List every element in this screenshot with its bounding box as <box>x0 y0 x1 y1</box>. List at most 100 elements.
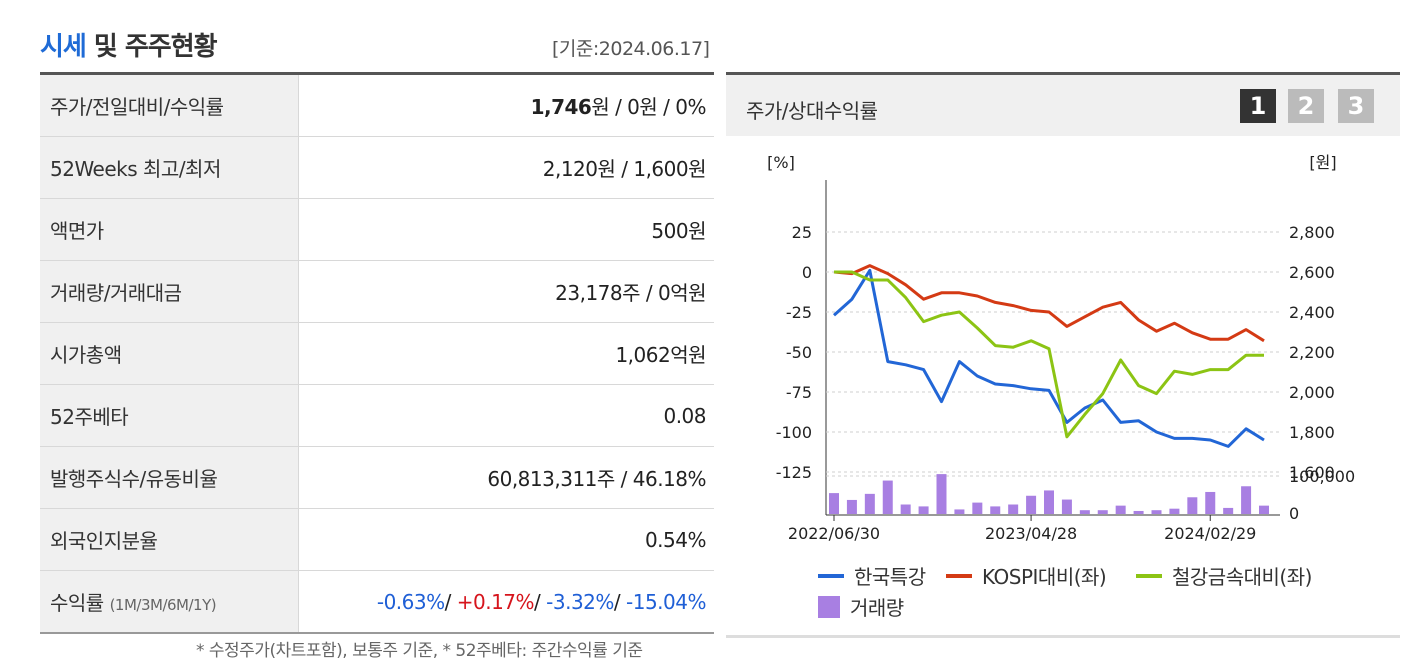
chart-tab-1-button[interactable]: 1 <box>1240 89 1276 123</box>
y-left-tick-label: -75 <box>786 383 812 402</box>
volume-bar <box>972 502 983 514</box>
chart-tab-2-button[interactable]: 2 <box>1288 89 1324 123</box>
legend-item: KOSPI대비(좌) <box>946 561 1107 590</box>
volume-bar <box>990 506 1001 514</box>
table-row: 액면가 500원 <box>40 198 714 261</box>
volume-bar <box>1097 510 1108 514</box>
return-6m: -3.32% <box>546 589 614 614</box>
return-1y: -15.04% <box>626 589 706 614</box>
legend-item: 거래량 <box>818 592 904 621</box>
table-row: 주가/전일대비/수익률 1,746원 / 0원 / 0% <box>40 73 714 137</box>
row-value: 2,120원 / 1,600원 <box>298 136 714 199</box>
volume-bar <box>864 493 875 514</box>
title-rest: 및 주주현황 <box>85 32 218 62</box>
section-title: 시세 및 주주현황 <box>40 26 218 63</box>
volume-bar <box>1115 505 1126 514</box>
price-change: 원 / 0원 / 0% <box>591 95 706 119</box>
left-unit-label: [%] <box>767 153 795 172</box>
row-label: 거래량/거래대금 <box>40 260 299 323</box>
legend-label: KOSPI대비(좌) <box>982 565 1107 589</box>
volume-bar <box>1061 499 1072 514</box>
y-right-tick-label: 1,800 <box>1289 423 1335 442</box>
volume-bar <box>1079 510 1090 514</box>
volume-bar <box>900 504 911 514</box>
volume-bar <box>1187 497 1198 514</box>
y-right-tick-label: 2,200 <box>1289 343 1335 362</box>
panel-header: 주가/상대수익률 1 2 3 <box>726 75 1400 136</box>
y-right-tick-label: 2,600 <box>1289 263 1335 282</box>
volume-bar <box>829 493 839 514</box>
return-sep: / <box>613 589 627 614</box>
right-unit-label: [원] <box>1309 153 1336 172</box>
legend-label: 거래량 <box>850 596 904 620</box>
chart-tab-3-button[interactable]: 3 <box>1338 89 1374 123</box>
y-left-tick-label: -125 <box>776 463 812 482</box>
row-label: 수익률 (1M/3M/6M/1Y) <box>40 570 299 634</box>
y-left-tick-label: 25 <box>792 223 812 242</box>
volume-bar <box>882 480 893 514</box>
return-label: 수익률 <box>50 591 104 615</box>
chart-panel: 주가/상대수익률 1 2 3 [%] [원] 25 2,800 0 2,600 -25 2,4… <box>726 72 1400 638</box>
row-value: 1,746원 / 0원 / 0% <box>298 73 714 137</box>
row-label: 52Weeks 최고/최저 <box>40 136 299 199</box>
row-value: 23,178주 / 0억원 <box>298 260 714 323</box>
return-periods: (1M/3M/6M/1Y) <box>109 596 217 614</box>
y-left-tick-label: -25 <box>786 303 812 322</box>
series-line <box>834 270 1264 439</box>
volume-bar <box>1133 510 1144 514</box>
volume-bar <box>954 509 965 514</box>
row-label: 주가/전일대비/수익률 <box>40 73 299 137</box>
table-row: 거래량/거래대금 23,178주 / 0억원 <box>40 260 714 323</box>
reference-date: [기준:2024.06.17] <box>552 38 710 60</box>
volume-bar <box>1241 486 1252 514</box>
panel-title: 주가/상대수익률 <box>746 99 878 123</box>
x-tick-label: 2024/02/29 <box>1164 524 1256 543</box>
volume-bar <box>1151 510 1162 514</box>
return-sep: / <box>534 589 547 614</box>
row-value: 0.54% <box>298 508 714 571</box>
volume-bar <box>1259 505 1269 514</box>
table-row: 52주베타 0.08 <box>40 384 714 447</box>
return-sep: / <box>444 589 457 614</box>
legend-item: 한국특강 <box>818 561 926 590</box>
volume-bar <box>936 474 947 514</box>
row-value: -0.63%/ +0.17%/ -3.32%/ -15.04% <box>298 570 714 634</box>
row-value: 60,813,311주 / 46.18% <box>298 446 714 509</box>
y-right-tick-label: 1,600 <box>1289 463 1335 482</box>
volume-bar <box>1205 491 1216 514</box>
row-label: 발행주식수/유동비율 <box>40 446 299 509</box>
stock-info-table: 주가/전일대비/수익률 1,746원 / 0원 / 0% 52Weeks 최고/… <box>40 72 714 634</box>
table-row: 발행주식수/유동비율 60,813,311주 / 46.18% <box>40 446 714 509</box>
table-row: 수익률 (1M/3M/6M/1Y) -0.63%/ +0.17%/ -3.32%… <box>40 570 714 634</box>
table-row: 외국인지분율 0.54% <box>40 508 714 571</box>
y-right-tick-label: 2,000 <box>1289 383 1335 402</box>
title-accent: 시세 <box>40 32 87 62</box>
row-label: 52주베타 <box>40 384 299 447</box>
y-left-tick-label: -50 <box>786 343 812 362</box>
y-right-tick-label: 2,800 <box>1289 223 1335 242</box>
volume-bar <box>846 499 857 514</box>
volume-bar <box>1044 490 1054 514</box>
row-value: 0.08 <box>298 384 714 447</box>
x-tick-label: 2023/04/28 <box>985 524 1077 543</box>
row-value: 1,062억원 <box>298 322 714 385</box>
table-row: 52Weeks 최고/최저 2,120원 / 1,600원 <box>40 136 714 199</box>
current-price: 1,746 <box>530 95 592 119</box>
legend-swatch <box>818 573 844 578</box>
series-line <box>833 268 1265 448</box>
volume-bar <box>1026 495 1037 514</box>
volume-bar <box>1169 508 1180 514</box>
y-left-tick-label: 0 <box>802 263 812 282</box>
row-label: 액면가 <box>40 198 299 261</box>
y-left-tick-label: -100 <box>776 423 812 442</box>
table-row: 시가총액 1,062억원 <box>40 322 714 385</box>
legend-label: 한국특강 <box>854 565 926 589</box>
legend-swatch <box>946 573 972 578</box>
legend-swatch <box>818 595 840 618</box>
volume-bar <box>1223 507 1234 514</box>
volume-bar <box>1008 504 1019 514</box>
row-value: 500원 <box>298 198 714 261</box>
volume-bar <box>918 506 929 514</box>
footnote: * 수정주가(차트포함), 보통주 기준, * 52주베타: 주간수익률 기준 <box>196 641 643 661</box>
return-3m: +0.17% <box>456 589 535 614</box>
